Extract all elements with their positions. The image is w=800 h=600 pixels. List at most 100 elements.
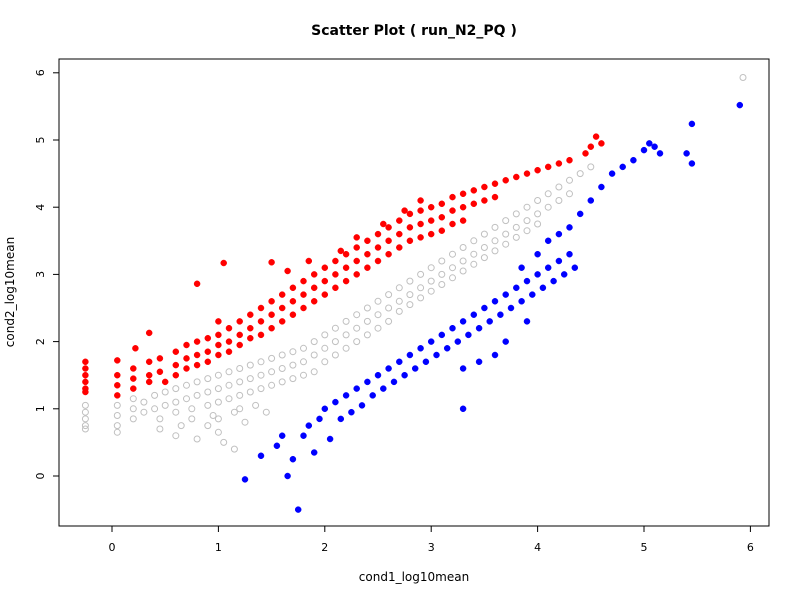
data-point xyxy=(321,405,329,413)
data-point xyxy=(337,247,345,255)
data-point xyxy=(566,156,573,164)
data-point xyxy=(310,351,318,359)
data-point xyxy=(380,220,387,228)
data-point xyxy=(396,230,403,238)
data-point xyxy=(214,385,222,393)
data-point xyxy=(529,291,536,298)
data-point xyxy=(374,244,382,251)
data-point xyxy=(395,307,403,315)
data-point xyxy=(513,173,520,181)
data-point xyxy=(177,422,185,430)
data-point xyxy=(523,170,531,177)
x-tick-label: 0 xyxy=(109,541,116,554)
data-point xyxy=(566,224,573,231)
data-point xyxy=(129,395,137,403)
data-point xyxy=(183,355,190,362)
data-point xyxy=(427,338,435,345)
data-point xyxy=(411,365,419,372)
data-point xyxy=(289,375,297,383)
data-point xyxy=(459,405,467,413)
data-point xyxy=(587,197,595,204)
data-point xyxy=(193,338,201,345)
data-point xyxy=(512,210,520,218)
data-point xyxy=(491,193,499,201)
data-point xyxy=(114,382,121,389)
data-point xyxy=(129,415,137,423)
data-point xyxy=(576,210,584,218)
data-point xyxy=(555,197,563,204)
data-point xyxy=(300,277,307,285)
data-point xyxy=(130,365,137,372)
data-point xyxy=(156,355,164,362)
data-point xyxy=(215,351,222,359)
data-point xyxy=(331,351,339,359)
data-point xyxy=(214,428,222,436)
data-point xyxy=(214,415,222,423)
data-point xyxy=(353,271,360,278)
data-point xyxy=(193,391,201,399)
data-point xyxy=(82,378,89,386)
data-point xyxy=(390,378,398,386)
data-point xyxy=(480,254,488,262)
data-point xyxy=(475,358,483,366)
data-point xyxy=(247,334,254,342)
x-tick-label: 1 xyxy=(215,541,222,554)
data-point xyxy=(342,264,350,271)
data-point xyxy=(544,203,552,211)
y-tick-label: 6 xyxy=(34,69,47,76)
data-point xyxy=(449,274,456,282)
data-point xyxy=(449,250,456,258)
data-point xyxy=(321,291,329,298)
data-point xyxy=(454,338,462,345)
data-point xyxy=(230,408,238,416)
data-point xyxy=(486,318,493,325)
data-point xyxy=(688,160,696,167)
series-2 xyxy=(241,101,744,513)
data-point xyxy=(534,210,542,218)
data-point xyxy=(491,223,499,231)
data-point xyxy=(363,331,371,339)
data-point xyxy=(507,304,515,312)
data-point xyxy=(481,197,488,204)
series-1 xyxy=(82,133,605,399)
data-point xyxy=(332,257,339,265)
data-point xyxy=(417,345,424,352)
data-point xyxy=(406,224,414,231)
data-point xyxy=(480,244,488,251)
data-point xyxy=(81,422,89,430)
data-point xyxy=(364,250,371,258)
data-point xyxy=(459,190,467,198)
data-point xyxy=(257,371,265,379)
data-point xyxy=(214,371,222,379)
data-point xyxy=(278,378,286,386)
data-point xyxy=(130,375,137,382)
data-point xyxy=(683,150,690,157)
data-point xyxy=(145,378,153,386)
data-point xyxy=(321,264,329,271)
data-point xyxy=(204,348,212,355)
data-point xyxy=(459,217,467,224)
data-point xyxy=(353,311,361,319)
data-point xyxy=(172,432,180,440)
data-point xyxy=(278,351,286,359)
data-point xyxy=(422,358,430,366)
data-point xyxy=(220,438,228,446)
data-point xyxy=(268,311,275,318)
data-point xyxy=(278,318,286,325)
data-point xyxy=(502,177,509,184)
data-point xyxy=(353,234,360,241)
data-point xyxy=(465,331,472,339)
data-point xyxy=(342,277,350,285)
data-point xyxy=(582,150,589,157)
data-point xyxy=(406,237,414,245)
data-point xyxy=(417,197,424,204)
data-point xyxy=(544,190,552,198)
data-point xyxy=(406,301,414,309)
data-point xyxy=(395,297,403,305)
data-point xyxy=(518,264,525,271)
data-point xyxy=(566,190,573,198)
data-point xyxy=(310,338,318,346)
data-point xyxy=(129,405,137,413)
data-point xyxy=(523,227,531,235)
data-point xyxy=(215,318,222,325)
